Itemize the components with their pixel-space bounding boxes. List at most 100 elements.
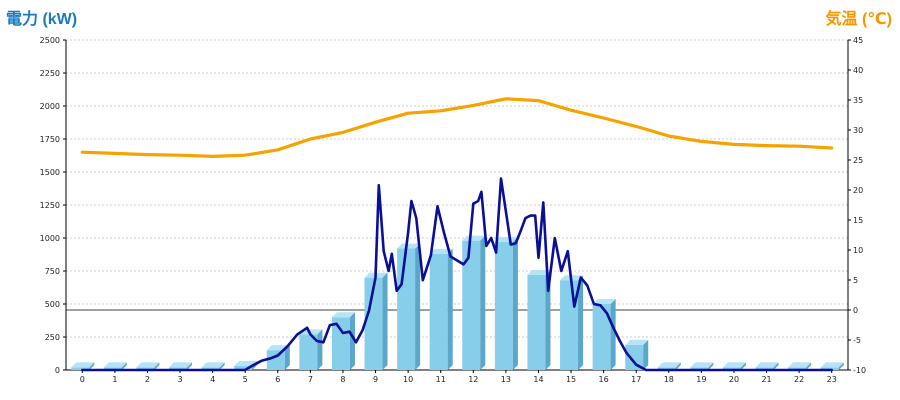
x-tick-label: 23 — [827, 375, 837, 384]
bar-side — [578, 275, 584, 370]
bar-top — [103, 362, 127, 368]
left-tick-label: 250 — [45, 333, 60, 342]
bar-front — [755, 367, 774, 370]
bar-side — [349, 312, 355, 370]
bar-top — [331, 312, 355, 318]
right-tick-label: 25 — [853, 156, 863, 165]
axes — [63, 39, 851, 373]
x-tick-label: 7 — [308, 375, 313, 384]
x-tick-label: 14 — [533, 375, 543, 384]
bar-side — [187, 362, 193, 370]
right-tick-label: 5 — [853, 276, 858, 285]
grid — [66, 39, 848, 338]
bar-side — [643, 339, 649, 370]
x-tick-label: 19 — [696, 375, 706, 384]
line-series — [80, 97, 834, 372]
bar-top — [722, 362, 746, 368]
bar-side — [512, 236, 518, 370]
bar-side — [773, 362, 779, 370]
temperature-line — [80, 97, 834, 158]
bar-side — [121, 362, 127, 370]
bar-front — [657, 367, 676, 370]
left-tick-label: 0 — [55, 366, 60, 375]
bar-side — [219, 362, 225, 370]
power-line — [81, 177, 834, 372]
x-tick-label: 13 — [501, 375, 511, 384]
bar-front — [592, 304, 611, 370]
bar-top — [690, 362, 714, 368]
bar-front — [722, 367, 741, 370]
bar-top — [201, 362, 225, 368]
right-tick-label: -5 — [853, 336, 861, 345]
bar-series — [71, 235, 844, 370]
x-tick-label: 12 — [468, 375, 478, 384]
bar-top — [136, 362, 160, 368]
left-tick-label: 1500 — [40, 168, 60, 177]
bar-front — [136, 367, 155, 370]
bar-front — [494, 241, 513, 370]
left-axis-title: 電力 (kW) — [6, 11, 78, 28]
x-tick-label: 16 — [599, 375, 609, 384]
bar-side — [317, 329, 323, 370]
right-tick-label: 0 — [853, 306, 858, 315]
left-tick-label: 1750 — [40, 135, 60, 144]
right-tick-label: 35 — [853, 96, 863, 105]
x-tick-label: 8 — [340, 375, 345, 384]
left-tick-label: 500 — [45, 300, 60, 309]
x-tick-label: 5 — [243, 375, 248, 384]
left-tick-label: 2250 — [40, 69, 60, 78]
bar-front — [364, 277, 383, 370]
bar-front — [429, 253, 448, 370]
bar-top — [755, 362, 779, 368]
bar-top — [625, 339, 649, 345]
bar-side — [708, 362, 714, 370]
x-tick-label: 15 — [566, 375, 576, 384]
bar-front — [690, 367, 709, 370]
bar-side — [838, 362, 844, 370]
right-tick-label: 30 — [853, 126, 863, 135]
left-tick-label: 1250 — [40, 201, 60, 210]
x-tick-label: 10 — [403, 375, 413, 384]
x-tick-label: 11 — [436, 375, 446, 384]
bar-front — [201, 367, 220, 370]
bar-side — [415, 243, 421, 370]
x-tick-label: 21 — [761, 375, 771, 384]
x-tick-label: 3 — [177, 375, 182, 384]
left-tick-label: 750 — [45, 267, 60, 276]
bar-front — [625, 344, 644, 370]
left-tick-label: 2000 — [40, 102, 60, 111]
left-tick-label: 2500 — [40, 36, 60, 45]
x-tick-label: 17 — [631, 375, 641, 384]
bar-side — [675, 362, 681, 370]
bar-front — [234, 366, 253, 370]
right-tick-label: 20 — [853, 186, 863, 195]
bar-side — [480, 235, 486, 370]
bar-front — [397, 248, 416, 370]
bar-side — [740, 362, 746, 370]
bar-top — [788, 362, 812, 368]
bar-side — [382, 272, 388, 370]
bar-side — [610, 299, 616, 370]
bar-top — [429, 248, 453, 254]
bar-front — [103, 367, 122, 370]
bar-front — [820, 367, 839, 370]
bar-top — [169, 362, 193, 368]
right-axis-title: 気温 (℃) — [825, 11, 892, 28]
bar-front — [560, 280, 579, 370]
tick-labels: 02505007501000125015001750200022502500-1… — [40, 36, 866, 384]
x-tick-label: 0 — [80, 375, 85, 384]
bar-front — [299, 334, 318, 370]
bar-side — [154, 362, 160, 370]
bar-front — [527, 274, 546, 370]
x-tick-label: 20 — [729, 375, 739, 384]
bar-top — [397, 243, 421, 249]
bar-top — [592, 299, 616, 304]
bar-side — [806, 362, 812, 370]
bar-top — [820, 362, 844, 368]
bar-side — [89, 362, 95, 370]
bar-front — [266, 350, 285, 370]
right-tick-label: 40 — [853, 66, 863, 75]
right-tick-label: 10 — [853, 246, 863, 255]
bar-front — [71, 367, 90, 370]
